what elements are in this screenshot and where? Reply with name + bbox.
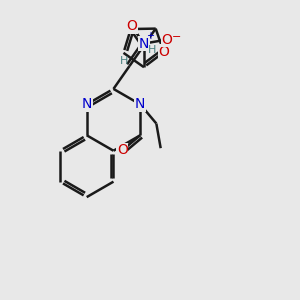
Text: +: + [146,31,154,41]
Text: O: O [158,45,169,59]
Text: −: − [172,32,181,42]
Text: N: N [82,98,92,111]
Text: N: N [135,98,146,111]
Text: O: O [126,19,137,33]
Text: H: H [148,45,156,55]
Text: H: H [119,56,128,66]
Text: O: O [117,143,128,158]
Text: N: N [139,37,149,51]
Text: O: O [162,32,172,46]
